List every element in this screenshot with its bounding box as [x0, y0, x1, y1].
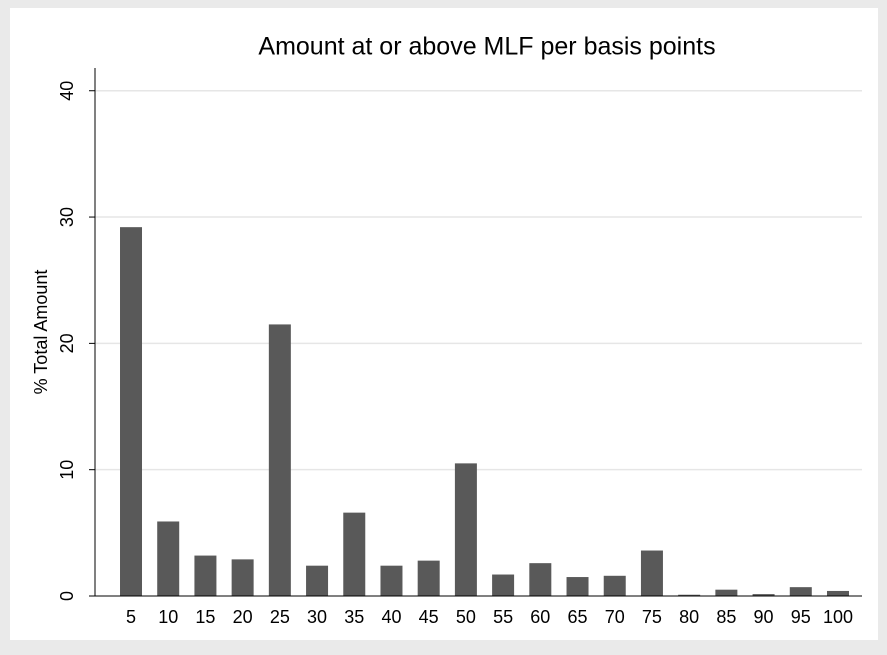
bar — [343, 512, 366, 596]
bar — [752, 594, 775, 596]
bar — [120, 227, 143, 596]
plot-panel — [10, 8, 878, 640]
x-tick-label: 15 — [195, 607, 215, 627]
chart-title: Amount at or above MLF per basis points — [258, 33, 715, 61]
x-tick-label: 60 — [530, 607, 550, 627]
bar — [678, 594, 701, 596]
y-tick-label: 40 — [57, 81, 77, 101]
bar — [306, 565, 329, 596]
y-tick-label: 20 — [57, 333, 77, 353]
x-tick-label: 40 — [381, 607, 401, 627]
y-tick-label: 10 — [57, 460, 77, 480]
x-tick-label: 75 — [642, 607, 662, 627]
bar — [194, 555, 217, 596]
x-tick-label: 100 — [823, 607, 853, 627]
x-tick-label: 85 — [716, 607, 736, 627]
x-tick-label: 10 — [158, 607, 178, 627]
y-tick-label: 30 — [57, 207, 77, 227]
bar — [157, 521, 180, 596]
x-tick-label: 45 — [419, 607, 439, 627]
bar — [640, 550, 663, 596]
bar — [417, 560, 440, 596]
bar — [492, 574, 515, 596]
y-tick-label: 0 — [57, 591, 77, 601]
bar — [454, 463, 477, 596]
x-tick-label: 50 — [456, 607, 476, 627]
y-axis-title: % Total Amount — [31, 270, 51, 395]
x-tick-label: 95 — [791, 607, 811, 627]
x-tick-label: 5 — [126, 607, 136, 627]
x-tick-label: 30 — [307, 607, 327, 627]
bar — [268, 324, 291, 596]
x-tick-label: 80 — [679, 607, 699, 627]
bar — [566, 577, 589, 596]
x-tick-label: 65 — [568, 607, 588, 627]
bar — [380, 565, 403, 596]
bar — [529, 563, 552, 596]
x-tick-label: 55 — [493, 607, 513, 627]
bar — [715, 589, 738, 596]
x-tick-label: 20 — [233, 607, 253, 627]
x-tick-label: 25 — [270, 607, 290, 627]
x-tick-label: 90 — [754, 607, 774, 627]
bar — [603, 575, 626, 596]
bar — [826, 590, 849, 596]
bar — [789, 587, 812, 596]
bar — [231, 559, 254, 596]
x-tick-label: 70 — [605, 607, 625, 627]
x-tick-label: 35 — [344, 607, 364, 627]
